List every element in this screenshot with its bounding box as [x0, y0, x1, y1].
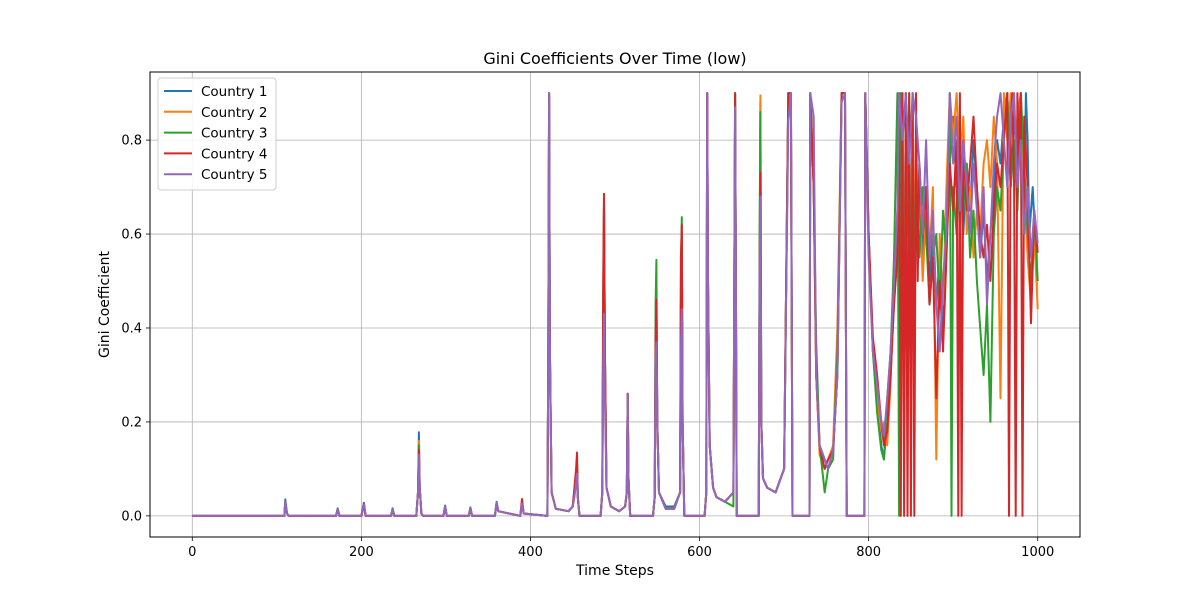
x-tick-label: 800 [856, 545, 881, 560]
x-tick-label: 400 [518, 545, 543, 560]
legend-label: Country 1 [201, 84, 268, 100]
legend-box [157, 77, 277, 191]
legend-label: Country 2 [201, 105, 268, 121]
y-tick-label: 0.8 [121, 134, 142, 149]
x-tick-label: 1000 [1021, 545, 1054, 560]
y-axis-label: Gini Coefficient [97, 250, 113, 358]
x-tick-label: 200 [349, 545, 374, 560]
y-tick-label: 0.2 [121, 415, 142, 430]
x-tick-label: 0 [188, 545, 196, 560]
plot-area-frame [149, 71, 1081, 538]
series-line-country-5 [192, 92, 1039, 517]
legend: Country 1 Country 2 Country 3 Country 4 Coun… [157, 77, 277, 191]
y-tick-label: 0.6 [121, 228, 142, 243]
y-tick-label: 0.4 [121, 321, 142, 336]
ticks: 0 200 400 600 800 1000 0.0 0.2 0.4 0.6 0.8 [121, 134, 1054, 560]
legend-label: Country 3 [201, 126, 268, 142]
x-tick-label: 600 [687, 545, 712, 560]
x-axis-label: Time Steps [575, 563, 654, 579]
y-tick-label: 0.0 [121, 509, 142, 524]
legend-label: Country 5 [201, 167, 268, 183]
series-lines [192, 92, 1039, 517]
legend-label: Country 4 [201, 146, 268, 162]
chart-title: Gini Coefficients Over Time (low) [483, 49, 746, 68]
